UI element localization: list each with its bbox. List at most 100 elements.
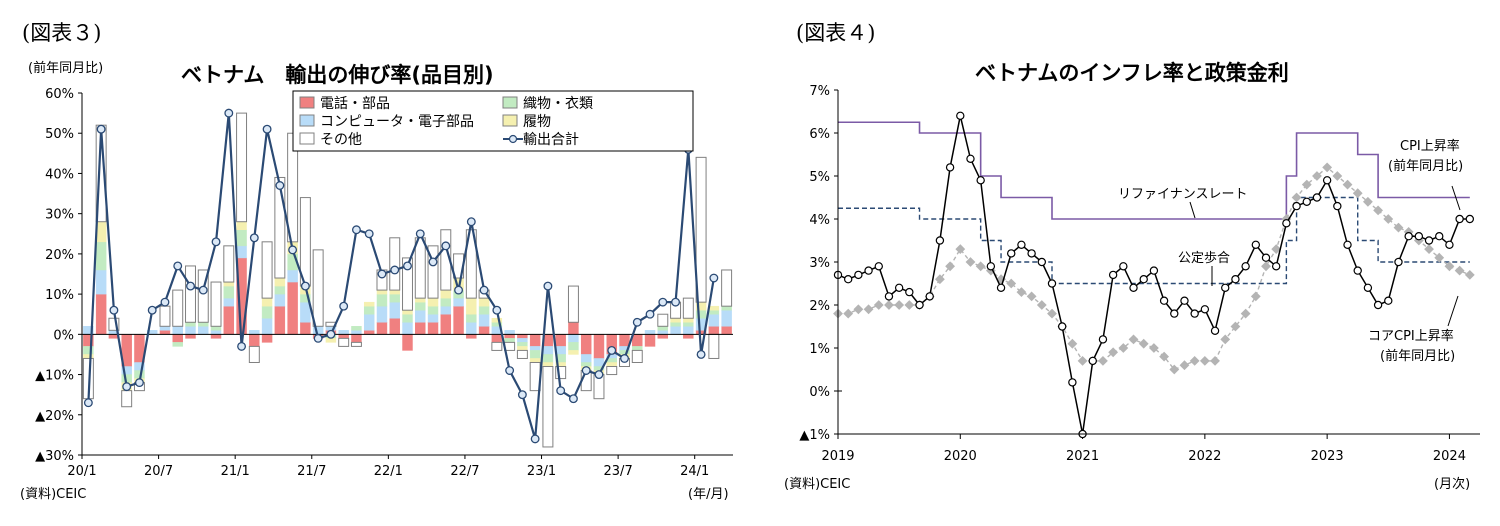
bar-segment [223,305,235,335]
data-point-cpi [1149,266,1159,275]
data-point-core-cpi [1118,343,1129,353]
bar-segment [555,366,567,380]
data-point-cpi [1312,193,1322,202]
data-point-core-cpi [945,261,956,272]
data-point-cpi [1047,279,1057,288]
data-point-core-cpi [1230,321,1241,332]
bar-segment [236,229,247,247]
data-point-total-exports [709,273,719,283]
bar-segment [516,349,528,359]
x-tick-label: 2023 [1311,449,1344,464]
bar-segment [657,330,669,335]
bar-segment [504,338,515,343]
data-point-core-cpi [1362,196,1373,207]
bar-segment [478,326,490,335]
bar-segment [159,305,171,327]
bar-segment [415,297,426,303]
data-point-core-cpi [1393,222,1404,233]
data-point-cpi [1231,275,1240,284]
data-point-core-cpi [955,244,966,255]
data-point-total-exports [568,394,578,404]
bar-segment [261,334,273,343]
bar-segment [287,269,298,283]
data-point-total-exports [275,181,285,190]
data-point-total-exports [326,329,336,339]
annotation-refinance-rate: リファイナンスレート [1118,187,1247,202]
bar-segment [580,362,592,367]
bar-segment [402,334,413,351]
data-point-total-exports [300,281,310,291]
data-point-total-exports [160,297,170,307]
data-point-total-exports [134,378,144,388]
bar-segment [568,322,579,335]
bar-segment [83,354,94,359]
bar-segment [185,322,196,327]
bar-segment [376,289,388,295]
data-point-core-cpi [1373,205,1384,216]
data-point-core-cpi [894,300,905,310]
annotation-core-cpi-sub: (前年同月比) [1380,348,1455,364]
data-point-cpi [1200,305,1210,314]
bar-segment [427,297,439,307]
bar-segment [695,156,707,303]
data-point-cpi [1384,296,1393,305]
data-point-core-cpi [1332,171,1343,181]
y-axis-label: (前年同月比) [28,60,103,76]
data-point-cpi [1190,309,1199,318]
data-point-cpi [1108,270,1118,280]
bar-segment [300,322,311,335]
data-point-cpi [1170,309,1179,318]
y-tick-label: 2% [809,299,830,314]
data-point-cpi [966,154,975,163]
data-point-cpi [1404,231,1413,241]
bar-segment [491,317,503,323]
bar-segment [568,350,579,355]
bar-segment [529,358,541,363]
export-growth-chart: (図表３) ベトナム 輸出の伸び率(品目別) (前年同月比) (資料)CEIC … [20,21,733,502]
bar-segment [517,342,528,347]
bar-segment [338,334,349,339]
data-point-cpi [1435,231,1444,241]
bar-segment [274,176,286,279]
data-point-total-exports [517,390,527,400]
bar-segment [542,366,554,448]
data-point-core-cpi [1271,244,1282,255]
bar-segment [529,346,541,351]
data-point-cpi [1037,257,1047,267]
bar-segment [580,354,592,363]
data-point-core-cpi [1128,334,1139,345]
bar-segment [185,326,196,335]
data-point-cpi [1373,300,1383,310]
bar-segment [542,346,554,355]
data-point-cpi [1271,262,1281,271]
bar-segment [312,249,324,327]
bar-segment [350,341,362,347]
y-tick-label: ▲20% [35,409,74,424]
data-point-core-cpi [1240,308,1251,319]
data-point-cpi [1017,240,1026,249]
y-tick-label: 10% [45,288,74,303]
data-point-total-exports [556,386,566,396]
bar-segment [210,281,222,327]
bar-segment [389,301,400,319]
bar-segment [363,330,375,335]
bar-segment [427,245,439,299]
data-point-core-cpi [1352,188,1363,199]
bar-segment [402,309,413,315]
bar-segment [249,330,260,335]
bar-segment [708,313,720,327]
bar-segment [491,341,503,351]
bar-segment [95,269,107,295]
data-point-core-cpi [934,274,945,285]
bar-segment [427,305,439,315]
bar-segment [248,345,260,363]
bar-segment [504,330,515,335]
data-point-cpi [1465,214,1475,224]
bar-segment [440,289,452,299]
bar-segment [555,334,566,347]
x-tick-label: 21/1 [221,464,250,479]
bar-segment [529,350,541,359]
x-tick-label: 20/7 [144,464,173,479]
data-point-cpi [1007,249,1016,258]
y-tick-label: 3% [809,256,830,271]
